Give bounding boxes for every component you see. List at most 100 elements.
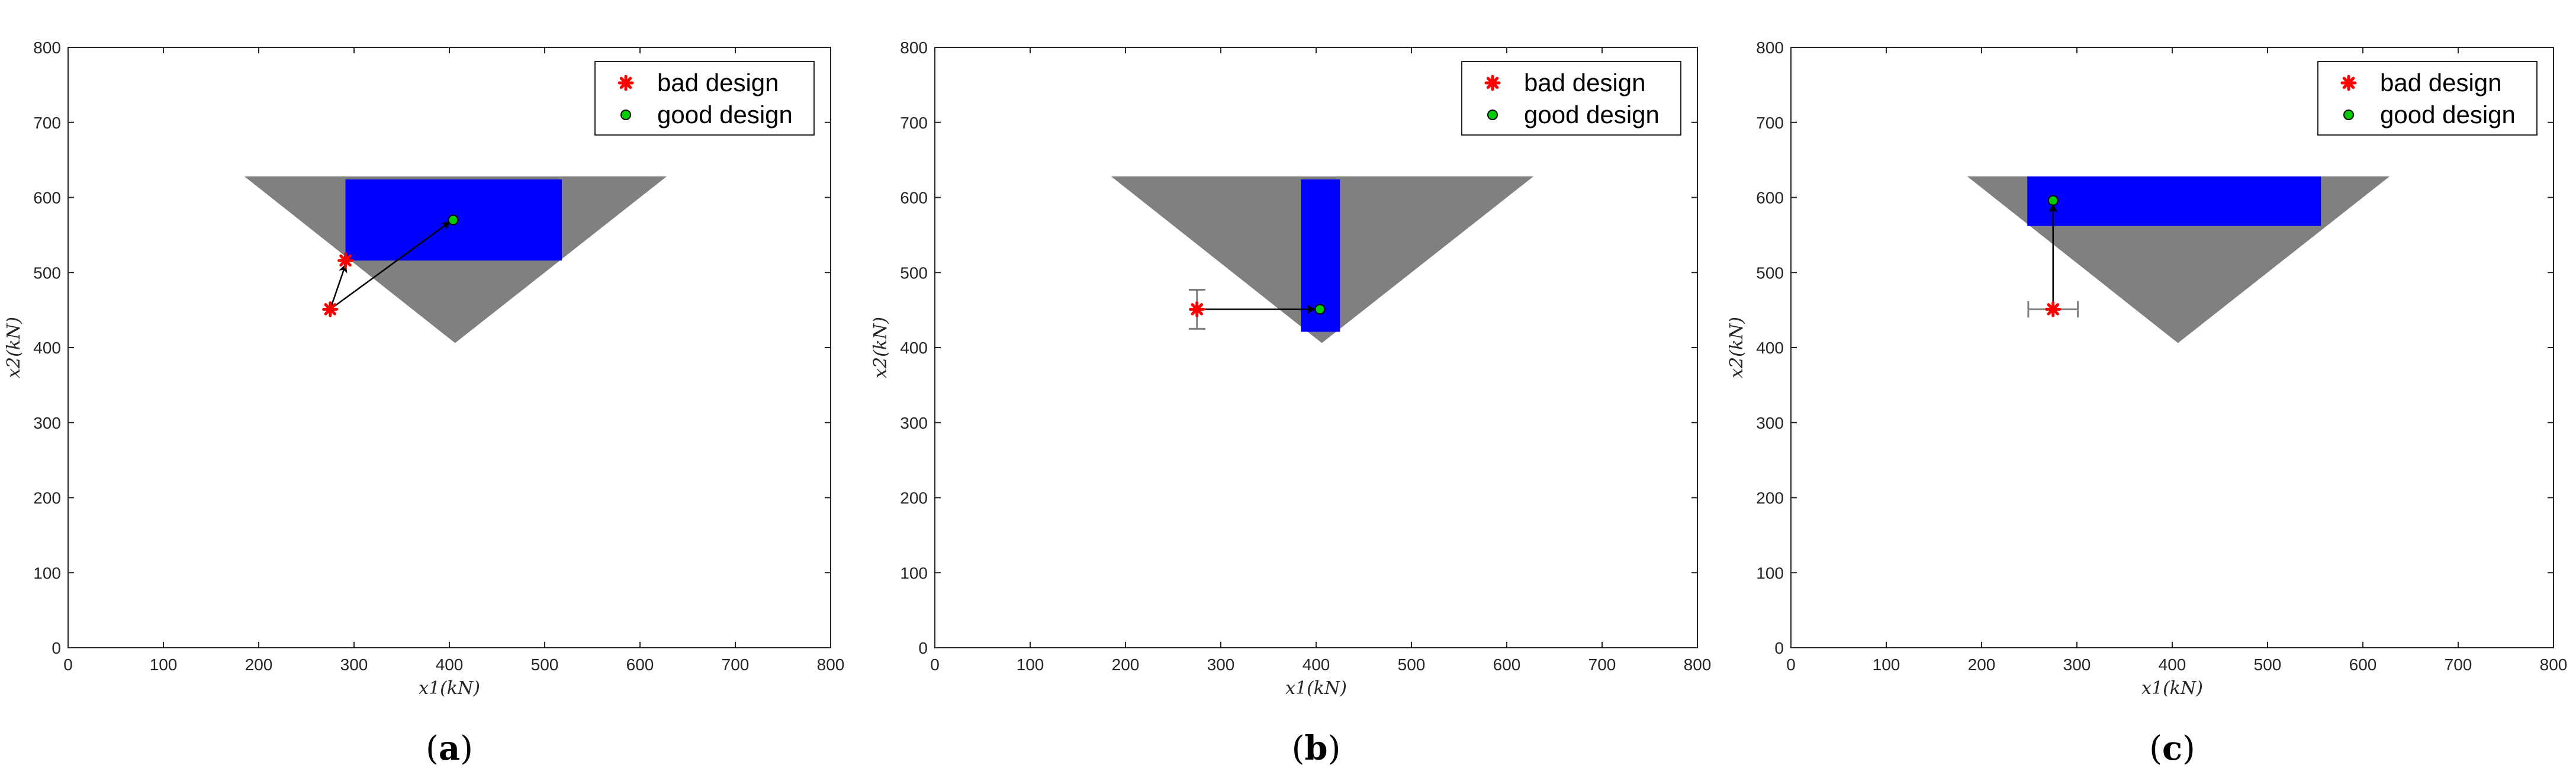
y-tick-label: 100 xyxy=(900,564,928,582)
x-tick-label: 200 xyxy=(1112,655,1140,674)
x-tick-label: 800 xyxy=(817,655,845,674)
caption-close: ) xyxy=(460,729,473,768)
plot-area xyxy=(67,47,831,648)
good-design-point xyxy=(448,214,459,226)
y-tick-label: 800 xyxy=(1756,38,1784,57)
y-tick-label: 700 xyxy=(33,114,61,132)
caption-open: ( xyxy=(426,729,439,768)
x-tick-label: 600 xyxy=(1493,655,1521,674)
x-tick-label: 300 xyxy=(2063,655,2091,674)
y-tick-label: 400 xyxy=(33,339,61,357)
caption-letter: b xyxy=(1304,729,1327,768)
y-tick-label: 800 xyxy=(33,38,61,57)
x-tick-label: 700 xyxy=(722,655,750,674)
y-tick-label: 600 xyxy=(1756,189,1784,207)
y-axis-label: x2(kN) xyxy=(4,317,24,378)
chart-panel-c: 0 100 200 300 400 500 600 700 800 0 100 200 300 400 50… xyxy=(1726,38,2567,768)
chart-panel-a: 0 100 200 300 400 500 600 700 800 0 100 200 300 400 50… xyxy=(4,38,844,768)
y-tick-label: 100 xyxy=(33,564,61,582)
x-tick-label: 0 xyxy=(63,655,73,674)
x-axis-label: x1(kN) xyxy=(419,678,480,699)
y-tick-label: 600 xyxy=(33,189,61,207)
legend-box xyxy=(2317,61,2538,136)
y-tick-label: 200 xyxy=(33,489,61,507)
x-tick-label: 100 xyxy=(150,655,178,674)
y-tick-label: 400 xyxy=(1756,339,1784,357)
plot-area xyxy=(934,47,1698,648)
x-axis-label: x1(kN) xyxy=(1285,678,1347,699)
y-tick-label: 200 xyxy=(900,489,928,507)
x-tick-label: 300 xyxy=(340,655,368,674)
legend-good-marker xyxy=(620,110,631,120)
x-tick-label: 600 xyxy=(2349,655,2377,674)
y-tick-label: 0 xyxy=(52,639,61,657)
x-tick-label: 400 xyxy=(1303,655,1330,674)
bad-design-point xyxy=(1189,301,1205,317)
x-tick-label: 200 xyxy=(245,655,273,674)
caption-open: ( xyxy=(2149,729,2162,768)
panel-caption: (b) xyxy=(1292,729,1341,768)
caption-close: ) xyxy=(1328,729,1341,768)
bad-design-point xyxy=(2045,301,2062,317)
legend-good-label: good design xyxy=(657,101,793,128)
y-tick-label: 0 xyxy=(918,639,928,657)
caption-letter: a xyxy=(439,729,460,768)
y-tick-label: 500 xyxy=(1756,263,1784,282)
legend: bad design good design xyxy=(2317,61,2538,136)
caption-close: ) xyxy=(2182,729,2195,768)
design-box xyxy=(2027,176,2321,226)
panel-caption: (a) xyxy=(426,729,473,768)
legend-bad-marker xyxy=(2340,75,2357,91)
legend-box xyxy=(1461,61,1681,136)
plot-area xyxy=(1790,47,2554,648)
y-tick-label: 500 xyxy=(33,263,61,282)
y-tick-label: 300 xyxy=(900,414,928,432)
caption-open: ( xyxy=(1292,729,1305,768)
y-tick-label: 300 xyxy=(1756,414,1784,432)
y-axis-label: x2(kN) xyxy=(1726,317,1747,378)
caption-letter: c xyxy=(2162,729,2182,768)
y-tick-label: 100 xyxy=(1756,564,1784,582)
legend-bad-label: bad design xyxy=(2380,69,2502,97)
x-tick-label: 400 xyxy=(436,655,464,674)
y-tick-label: 800 xyxy=(900,38,928,57)
y-tick-label: 200 xyxy=(1756,489,1784,507)
x-tick-label: 500 xyxy=(1398,655,1426,674)
good-design-point xyxy=(2047,195,2059,206)
legend: bad design good design xyxy=(1461,61,1681,136)
y-axis-label: x2(kN) xyxy=(870,317,891,378)
chart-panel-b: 0 100 200 300 400 500 600 700 800 0 100 200 300 400 50… xyxy=(870,38,1711,768)
legend-good-label: good design xyxy=(2380,101,2516,128)
legend-bad-marker xyxy=(1484,75,1501,91)
x-tick-label: 0 xyxy=(1786,655,1796,674)
y-tick-label: 400 xyxy=(900,339,928,357)
good-design-point xyxy=(1314,304,1326,315)
y-tick-label: 300 xyxy=(33,414,61,432)
y-tick-label: 700 xyxy=(1756,114,1784,132)
legend-bad-label: bad design xyxy=(1524,69,1646,97)
x-tick-label: 200 xyxy=(1968,655,1996,674)
panel-caption: (c) xyxy=(2149,729,2195,768)
design-arrow xyxy=(329,263,348,310)
x-axis-label: x1(kN) xyxy=(2141,678,2203,699)
x-tick-label: 100 xyxy=(1873,655,1900,674)
legend-good-marker xyxy=(2343,110,2354,120)
x-tick-label: 400 xyxy=(2159,655,2186,674)
y-tick-label: 500 xyxy=(900,263,928,282)
x-tick-label: 300 xyxy=(1207,655,1235,674)
y-tick-label: 600 xyxy=(900,189,928,207)
x-tick-label: 500 xyxy=(531,655,559,674)
x-tick-label: 500 xyxy=(2254,655,2282,674)
legend-good-marker xyxy=(1487,110,1498,120)
bad-design-point xyxy=(322,301,339,317)
y-tick-label: 0 xyxy=(1774,639,1784,657)
x-tick-label: 800 xyxy=(2540,655,2568,674)
design-arrow xyxy=(330,221,451,310)
x-tick-label: 100 xyxy=(1017,655,1044,674)
x-tick-label: 0 xyxy=(930,655,940,674)
legend-bad-marker xyxy=(618,75,634,91)
x-tick-label: 800 xyxy=(1684,655,1712,674)
y-tick-label: 700 xyxy=(900,114,928,132)
x-tick-label: 600 xyxy=(626,655,654,674)
